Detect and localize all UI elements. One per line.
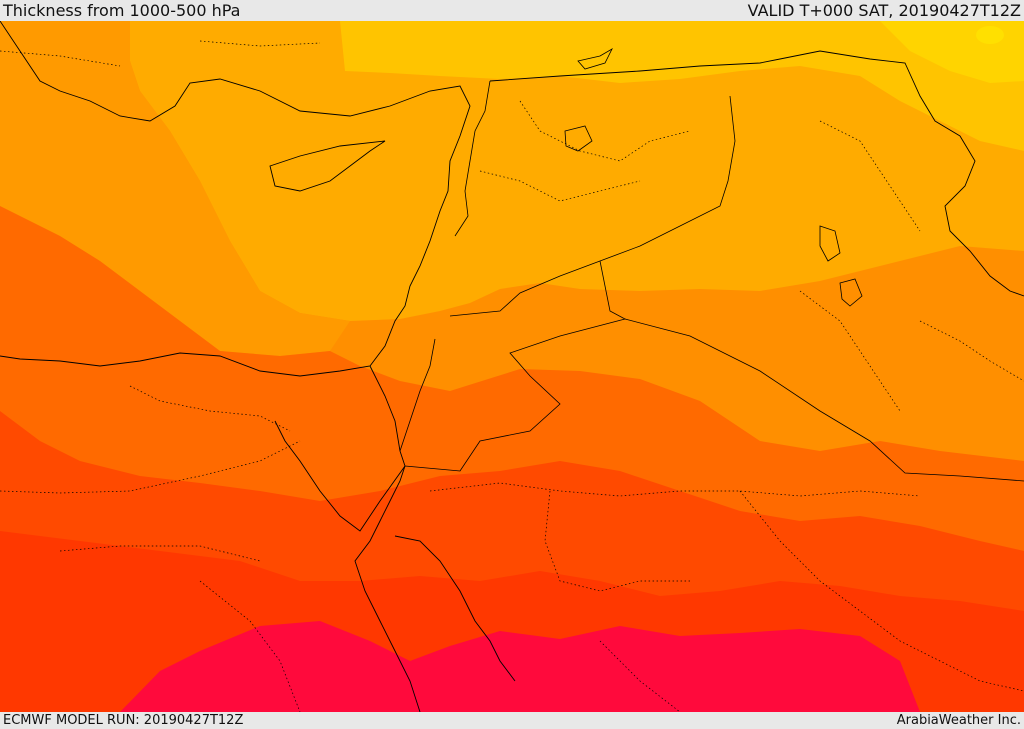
- lake-van: [564, 125, 593, 152]
- footer-bar: ECMWF MODEL RUN: 20190427T12Z ArabiaWeat…: [0, 712, 1024, 729]
- international-borders: [399, 80, 1024, 482]
- lake-urmia: [819, 225, 841, 262]
- lake-iran: [839, 278, 863, 307]
- map-title: Thickness from 1000-500 hPa: [3, 1, 241, 20]
- valid-time-label: VALID T+000 SAT, 20190427T12Z: [747, 1, 1021, 20]
- header-bar: Thickness from 1000-500 hPa VALID T+000 …: [0, 0, 1024, 21]
- thickness-spot-yellow: [976, 26, 1004, 44]
- lake-north: [577, 47, 613, 70]
- thickness-band-2: [130, 21, 1024, 321]
- thickness-band-1: [340, 21, 1024, 151]
- thickness-band-8: [120, 621, 920, 712]
- coastline-lines: [0, 21, 1024, 712]
- model-run-label: ECMWF MODEL RUN: 20190427T12Z: [3, 713, 244, 728]
- province-borders: [0, 40, 1024, 712]
- thickness-map: [0, 21, 1024, 712]
- thickness-band-3-west: [0, 21, 350, 356]
- provider-label: ArabiaWeather Inc.: [896, 713, 1021, 728]
